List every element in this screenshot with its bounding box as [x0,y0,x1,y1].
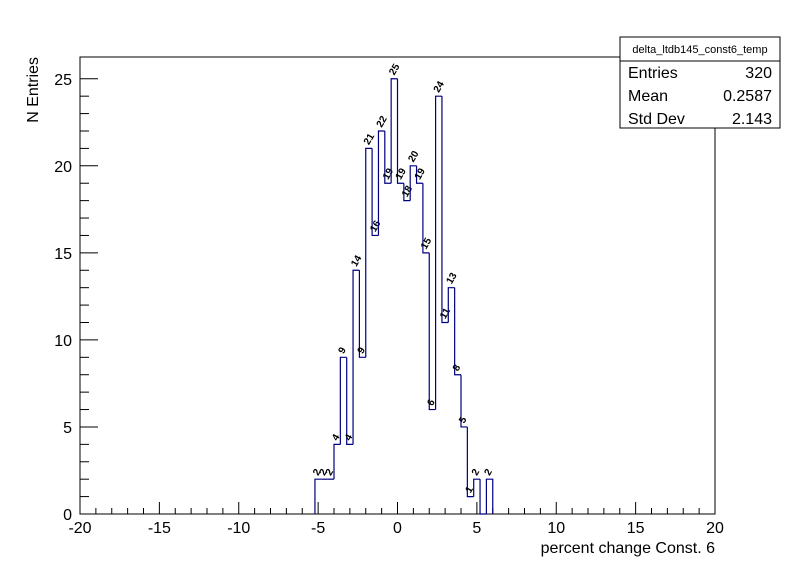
bin-label: 20 [406,149,421,165]
bin-label: 4 [343,432,356,443]
histogram-bin [409,165,417,201]
histogram-bin [358,270,366,358]
histogram-bin [422,183,430,254]
x-axis-label: percent change Const. 6 [541,540,715,557]
y-tick-label: 10 [54,333,72,350]
histogram-bin [479,479,487,515]
y-tick-label: 15 [54,246,72,263]
bin-label: 9 [337,345,350,356]
stats-value: 2.143 [732,111,772,128]
bin-label: 2 [311,467,324,478]
histogram-bin [371,148,379,237]
x-tick-label: 20 [706,520,724,537]
stats-label: Mean [628,88,668,105]
bin-label: 18 [400,184,415,200]
histogram-bin [377,130,385,236]
histogram-bin [390,78,398,184]
histogram-bin [435,95,442,410]
y-tick-label: 25 [54,72,72,89]
histogram-bin [352,269,360,445]
bin-label: 11 [438,306,453,321]
bin-label: 19 [394,166,409,182]
y-tick-label: 0 [63,507,72,524]
bin-label: 15 [419,236,434,252]
x-tick-label: 0 [393,520,402,537]
histogram-bin [454,287,461,376]
bin-label: 9 [356,345,369,356]
histogram-bin [403,183,411,202]
bin-label: 19 [413,166,428,182]
bin-label: 14 [349,253,364,269]
stats-value: 320 [745,65,772,82]
bin-label: 1 [464,484,477,495]
histogram-bin [441,96,449,324]
bin-label: 6 [425,397,438,408]
bin-label: 4 [330,432,343,443]
stats-label: Std Dev [628,111,685,128]
histogram-bin [339,356,347,445]
stats-value: 0.2587 [723,88,772,105]
x-tick-label: -10 [227,520,250,537]
x-tick-label: -15 [148,520,171,537]
x-tick-label: 10 [547,520,565,537]
y-axis-label: N Entries [25,57,42,123]
histogram-bin [384,130,392,184]
histogram-bin [473,478,481,497]
histogram-bin [333,443,341,480]
bin-label: 25 [387,62,402,78]
stats-box: delta_ltdb145_const6_temp Entries 320 Me… [619,36,781,129]
histogram-bin [447,287,455,323]
x-tick-label: 5 [472,520,481,537]
stats-title: delta_ltdb145_const6_temp [632,44,767,56]
bin-label: 22 [375,114,390,130]
bin-label: 5 [457,415,470,426]
stats-frame [619,36,781,129]
stats-label: Entries [628,65,678,82]
bin-label: 8 [451,363,464,374]
histogram-bin [415,165,423,184]
histogram-bin [485,478,494,514]
histogram-bin [365,147,373,358]
histogram-bin [314,478,322,514]
x-tick-label: -5 [311,520,325,537]
bin-label: 24 [432,79,447,95]
histogram-bin [346,357,354,445]
y-tick-label: 20 [54,159,72,176]
y-tick-label: 5 [63,420,72,437]
histogram-bin [460,374,468,428]
bin-label: 19 [381,166,396,182]
x-tick-label: -20 [68,520,91,537]
bin-label: 2 [318,467,331,478]
bin-label: 2 [483,467,496,478]
x-tick-label: 15 [627,520,645,537]
bin-label: 2 [470,467,483,478]
bin-label: 2 [324,467,337,478]
histogram-bin [428,252,436,411]
bin-label: 21 [362,131,377,147]
bin-label: 13 [445,271,460,287]
histogram-bin [466,426,474,498]
histogram-bin [396,78,404,184]
bin-label: 16 [368,218,383,234]
